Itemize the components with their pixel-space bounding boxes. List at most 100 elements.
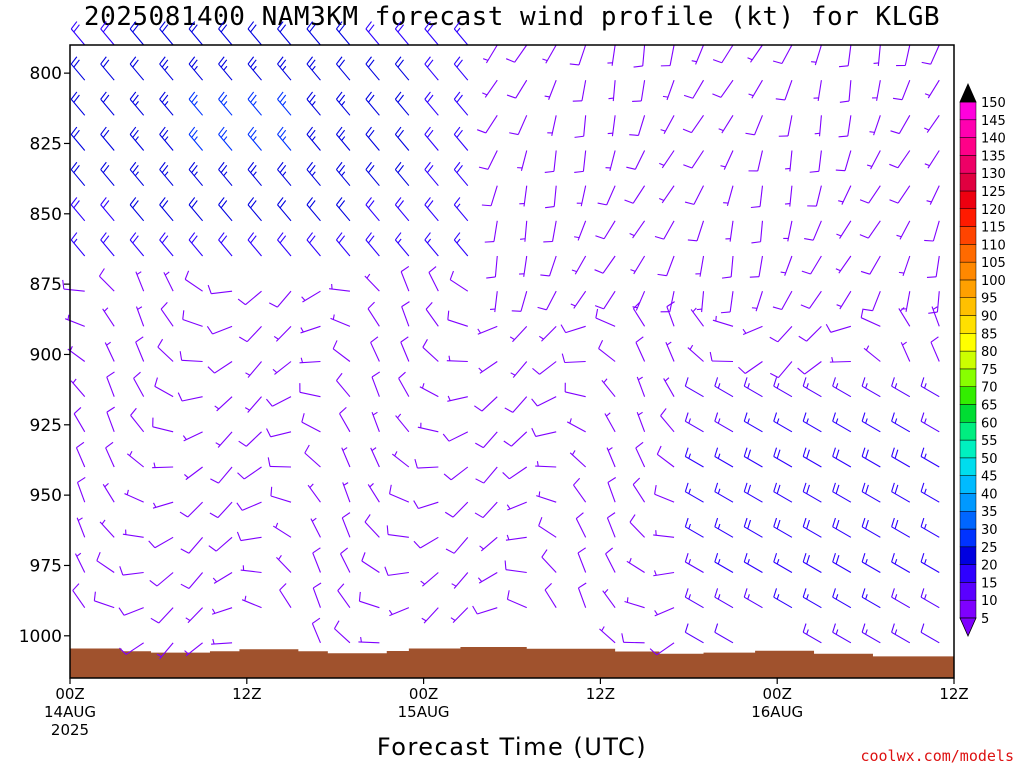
wind-barb bbox=[100, 91, 115, 116]
barb-staff bbox=[624, 600, 645, 609]
barb-flag bbox=[335, 21, 343, 30]
barb-flag bbox=[891, 482, 895, 492]
barb-staff bbox=[364, 275, 380, 292]
wind-barb bbox=[179, 351, 203, 363]
wind-barb bbox=[660, 44, 675, 67]
wind-barb bbox=[211, 607, 233, 615]
colorbar-segment bbox=[959, 101, 977, 121]
barb-staff bbox=[135, 341, 145, 362]
barb-staff bbox=[188, 169, 204, 187]
colorbar-label: 65 bbox=[981, 398, 998, 413]
wind-barb bbox=[361, 552, 380, 573]
barb-flag bbox=[594, 305, 604, 310]
barb-staff bbox=[861, 420, 881, 433]
barb-staff bbox=[63, 288, 85, 292]
barb-staff bbox=[365, 169, 380, 187]
barb-staff bbox=[755, 290, 763, 312]
barb-staff bbox=[714, 491, 734, 503]
barb-flag bbox=[400, 336, 409, 343]
barb-staff bbox=[802, 596, 822, 609]
wind-barb bbox=[748, 150, 764, 172]
wind-barb bbox=[577, 582, 587, 608]
barb-staff bbox=[394, 204, 410, 222]
barb-half-flag bbox=[301, 296, 306, 301]
barb-staff bbox=[482, 501, 498, 518]
wind-barb bbox=[748, 79, 763, 99]
wind-barb bbox=[279, 583, 292, 608]
barb-flag bbox=[743, 412, 748, 422]
barb-staff bbox=[666, 306, 675, 327]
wind-barb bbox=[802, 517, 822, 538]
wind-barb bbox=[300, 325, 321, 334]
wind-barb bbox=[398, 371, 410, 397]
barb-staff bbox=[306, 28, 321, 46]
barb-half-flag bbox=[806, 418, 809, 424]
barb-staff bbox=[183, 431, 203, 442]
wind-barb bbox=[538, 325, 557, 342]
wind-barb bbox=[301, 413, 321, 433]
barb-flag bbox=[629, 134, 639, 136]
barb-staff bbox=[494, 291, 498, 313]
wind-barb bbox=[566, 418, 586, 433]
barb-staff bbox=[520, 291, 528, 312]
x-axis-label: Forecast Time (UTC) bbox=[376, 733, 648, 761]
colorbar-label: 100 bbox=[981, 274, 1006, 289]
barb-staff bbox=[241, 501, 262, 511]
wind-barb bbox=[218, 197, 233, 222]
barb-flag bbox=[62, 279, 65, 290]
wind-barb bbox=[424, 56, 439, 81]
barb-half-flag bbox=[311, 101, 316, 106]
barb-flag bbox=[773, 482, 778, 492]
barb-flag bbox=[891, 553, 895, 563]
barb-staff bbox=[129, 28, 145, 46]
barb-flag bbox=[365, 197, 372, 206]
wind-barb bbox=[339, 406, 351, 433]
barb-staff bbox=[187, 501, 203, 518]
wind-barb bbox=[424, 197, 439, 222]
wind-barb bbox=[890, 115, 911, 135]
barb-staff bbox=[419, 536, 439, 549]
barb-flag bbox=[159, 91, 166, 100]
barb-flag bbox=[926, 276, 937, 278]
barb-flag bbox=[654, 485, 657, 495]
wind-barb bbox=[920, 447, 940, 468]
wind-barb bbox=[453, 232, 469, 257]
barb-half-flag bbox=[751, 307, 758, 309]
barb-flag bbox=[861, 377, 866, 387]
barb-flag bbox=[802, 623, 807, 633]
barb-staff bbox=[214, 361, 233, 374]
barb-flag bbox=[159, 161, 166, 170]
barb-flag bbox=[207, 284, 212, 294]
wind-barb bbox=[859, 220, 881, 239]
barb-staff bbox=[480, 536, 498, 552]
barb-flag bbox=[511, 310, 521, 312]
barb-staff bbox=[726, 185, 734, 207]
barb-flag bbox=[159, 126, 166, 135]
barb-flag bbox=[208, 545, 217, 552]
wind-barb bbox=[924, 115, 940, 133]
barb-half-flag bbox=[421, 617, 427, 622]
barb-half-flag bbox=[628, 557, 632, 564]
barb-staff bbox=[891, 456, 911, 468]
barb-flag bbox=[133, 371, 141, 379]
barb-flag bbox=[277, 232, 284, 241]
wind-barb bbox=[490, 291, 498, 313]
barb-flag bbox=[129, 232, 137, 241]
barb-flag bbox=[920, 482, 925, 492]
barb-staff bbox=[394, 28, 410, 46]
wind-barb bbox=[574, 150, 587, 173]
wind-barb bbox=[683, 150, 704, 169]
barb-flag bbox=[422, 339, 428, 348]
barb-staff bbox=[100, 239, 115, 257]
barb-flag bbox=[633, 65, 643, 68]
wind-barb bbox=[921, 44, 940, 65]
barb-staff bbox=[606, 517, 616, 538]
barb-flag bbox=[486, 276, 496, 279]
barb-flag bbox=[118, 607, 125, 616]
wind-barb bbox=[184, 642, 203, 657]
barb-flag bbox=[100, 161, 107, 170]
wind-barb bbox=[312, 547, 321, 573]
barb-flag bbox=[191, 59, 198, 68]
wind-barb bbox=[100, 232, 115, 257]
wind-barb bbox=[306, 56, 321, 81]
